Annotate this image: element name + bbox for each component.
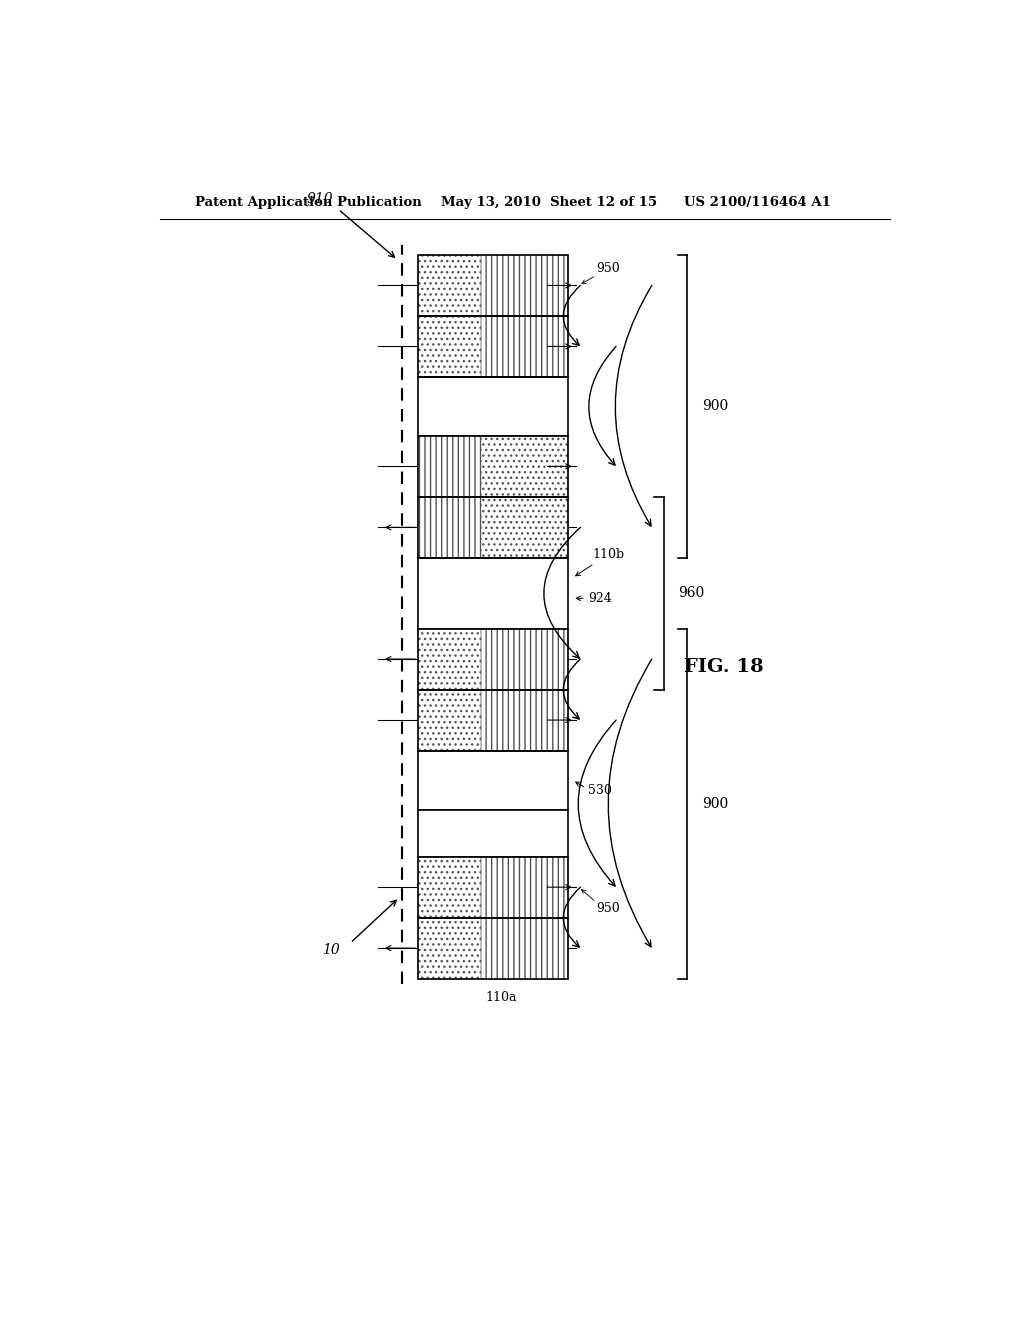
Bar [418, 857, 568, 917]
FancyArrowPatch shape [615, 285, 652, 527]
Bar [481, 436, 568, 496]
Bar [418, 917, 481, 978]
FancyArrowPatch shape [544, 528, 581, 659]
Bar [418, 436, 568, 496]
Bar [418, 436, 481, 496]
Text: 950: 950 [596, 263, 620, 276]
Text: 950: 950 [596, 903, 620, 915]
Bar [418, 917, 568, 978]
Bar [418, 628, 481, 689]
Text: 530: 530 [588, 784, 612, 797]
Bar [418, 628, 568, 689]
Bar [481, 255, 568, 315]
FancyArrowPatch shape [579, 721, 616, 886]
FancyArrowPatch shape [563, 887, 581, 946]
Bar [418, 496, 568, 558]
Text: 110a: 110a [485, 991, 517, 1003]
Text: Patent Application Publication: Patent Application Publication [196, 195, 422, 209]
Bar [418, 558, 568, 628]
Text: 110b: 110b [575, 548, 625, 576]
Bar [481, 917, 568, 978]
Bar [418, 496, 481, 558]
Bar [418, 315, 481, 378]
Text: 10: 10 [323, 944, 340, 957]
Bar [418, 689, 481, 751]
FancyArrowPatch shape [608, 659, 652, 946]
Bar [418, 255, 481, 315]
Bar [418, 255, 568, 315]
Bar [418, 689, 568, 751]
FancyArrowPatch shape [563, 659, 581, 719]
FancyArrowPatch shape [589, 346, 616, 465]
Bar [418, 751, 568, 809]
Bar [481, 496, 568, 558]
Text: 960: 960 [678, 586, 705, 601]
Bar [418, 378, 568, 436]
Text: 900: 900 [701, 796, 728, 810]
Bar [418, 809, 568, 857]
Bar [481, 689, 568, 751]
Text: FIG. 18: FIG. 18 [684, 657, 763, 676]
Text: May 13, 2010  Sheet 12 of 15: May 13, 2010 Sheet 12 of 15 [441, 195, 657, 209]
Bar [418, 857, 481, 917]
FancyArrowPatch shape [563, 285, 581, 346]
Text: US 2100/116464 A1: US 2100/116464 A1 [684, 195, 830, 209]
Bar [481, 315, 568, 378]
Bar [481, 857, 568, 917]
Text: 924: 924 [588, 591, 612, 605]
Text: 900: 900 [701, 400, 728, 413]
Bar [481, 628, 568, 689]
Bar [418, 315, 568, 378]
Text: 910: 910 [306, 191, 333, 206]
